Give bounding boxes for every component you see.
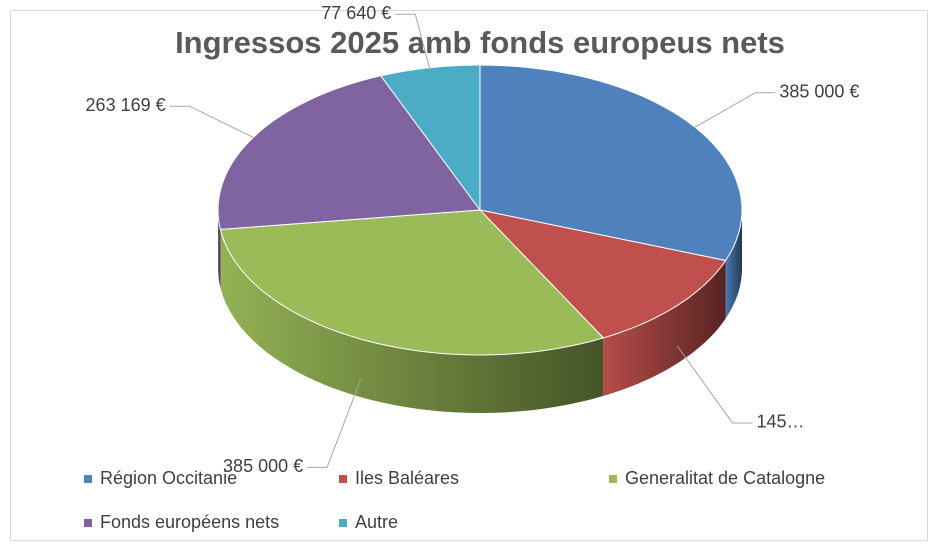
legend-swatch xyxy=(84,475,92,483)
leader-line xyxy=(307,379,362,468)
legend-label: Autre xyxy=(355,512,398,532)
slice xyxy=(478,209,727,339)
legend-swatch xyxy=(339,475,347,483)
slice-side-shade xyxy=(603,260,726,396)
data-label: 385 000 € xyxy=(223,456,303,476)
leader-line xyxy=(694,92,776,128)
data-label: 385 000 € xyxy=(779,81,859,101)
legend-label: Région Occitanie xyxy=(100,468,237,488)
leader-line xyxy=(169,105,254,138)
slice-side-shade xyxy=(218,210,221,288)
data-label: 263 169 € xyxy=(86,95,166,115)
slice xyxy=(219,209,605,356)
legend-swatch xyxy=(84,519,92,527)
slice xyxy=(217,75,481,230)
chart-title: Ingressos 2025 amb fonds europeus nets xyxy=(175,25,785,60)
legend-swatch xyxy=(609,475,617,483)
legend-label: Fonds européens nets xyxy=(100,512,279,532)
leader-line xyxy=(395,13,430,68)
legend-swatch xyxy=(339,519,347,527)
data-label: 145… xyxy=(757,412,805,432)
legend-label: Generalitat de Catalogne xyxy=(625,468,825,488)
legend-label: Iles Baléares xyxy=(355,468,459,488)
slice-side-shade xyxy=(220,229,604,413)
data-label: 77 640 € xyxy=(321,3,391,23)
slice-side-shade xyxy=(725,210,742,319)
leader-line xyxy=(676,345,753,424)
